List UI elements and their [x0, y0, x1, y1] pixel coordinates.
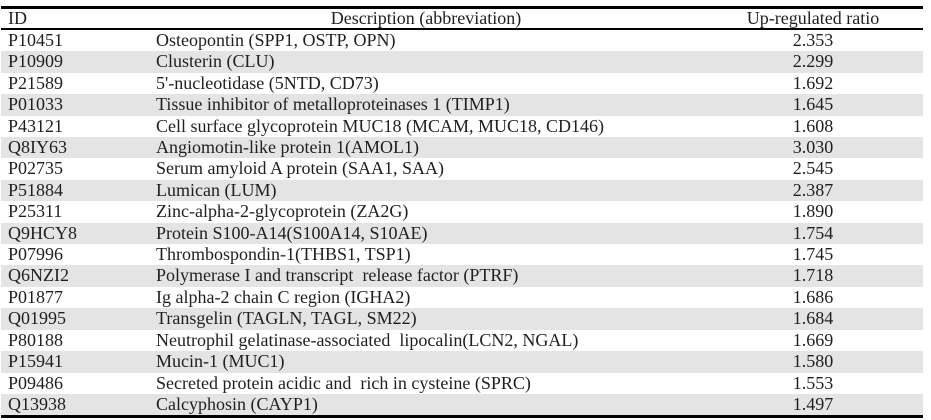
- table-row: P09486 Secreted protein acidic and rich …: [1, 372, 923, 394]
- cell-ratio: 1.553: [792, 372, 834, 393]
- cell-description: Serum amyloid A protein (SAA1, SAA): [156, 158, 444, 179]
- cell-ratio: 3.030: [792, 137, 834, 158]
- cell-id: P15941: [8, 351, 64, 372]
- cell-id: P01033: [8, 94, 64, 115]
- header-row: ID Description (abbreviation) Up-regulat…: [1, 7, 923, 30]
- cell-id: P80188: [8, 329, 64, 350]
- table-row: P01033 Tissue inhibitor of metalloprotei…: [1, 94, 923, 116]
- cell-description: Tissue inhibitor of metalloproteinases 1…: [156, 94, 510, 115]
- table-row: P43121 Cell surface glycoprotein MUC18 (…: [1, 115, 923, 138]
- table-row: P25311 Zinc-alpha-2-glycoprotein (ZA2G) …: [1, 201, 923, 223]
- cell-ratio: 1.645: [792, 94, 834, 115]
- cell-ratio: 2.299: [792, 51, 834, 72]
- cell-description: Protein S100-A14(S100A14, S10AE): [156, 222, 428, 243]
- cell-id: Q8IY63: [8, 137, 67, 158]
- cell-ratio: 1.754: [792, 222, 834, 243]
- cell-id: Q01995: [8, 308, 66, 329]
- cell-description: Lumican (LUM): [156, 179, 277, 200]
- cell-ratio: 1.497: [792, 393, 834, 414]
- cell-description: Calcyphosin (CAYP1): [156, 393, 318, 414]
- table-row: P07996 Thrombospondin-1(THBS1, TSP1) 1.7…: [1, 244, 923, 266]
- table-row: Q9HCY8 Protein S100-A14(S100A14, S10AE) …: [1, 222, 923, 245]
- cell-description: Secreted protein acidic and rich in cyst…: [156, 372, 531, 393]
- cell-description: Clusterin (CLU): [156, 51, 275, 72]
- table-row: P51884 Lumican (LUM) 2.387: [1, 179, 923, 202]
- table-row: Q13938 Calcyphosin (CAYP1) 1.497: [1, 393, 923, 417]
- column-header-ratio: Up-regulated ratio: [703, 7, 923, 30]
- cell-ratio: 1.669: [792, 329, 834, 350]
- table-row: P10451 Osteopontin (SPP1, OSTP, OPN) 2.3…: [1, 29, 923, 52]
- cell-description: Osteopontin (SPP1, OSTP, OPN): [156, 30, 396, 50]
- column-header-description: Description (abbreviation): [149, 7, 703, 30]
- cell-ratio: 1.890: [792, 201, 834, 222]
- cell-id: P10909: [8, 51, 64, 72]
- column-header-id: ID: [1, 7, 149, 30]
- cell-id: P43121: [8, 115, 64, 136]
- cell-description: Transgelin (TAGLN, TAGL, SM22): [156, 308, 417, 329]
- cell-description: Mucin-1 (MUC1): [156, 351, 285, 372]
- table-row: Q8IY63 Angiomotin-like protein 1(AMOL1) …: [1, 137, 923, 159]
- cell-id: P09486: [8, 372, 64, 393]
- cell-ratio: 1.684: [792, 308, 834, 329]
- cell-id: P21589: [8, 72, 64, 93]
- cell-description: 5'-nucleotidase (5NTD, CD73): [156, 72, 379, 93]
- cell-description: Cell surface glycoprotein MUC18 (MCAM, M…: [156, 115, 604, 136]
- cell-id: Q6NZI2: [8, 265, 69, 286]
- table-row: P21589 5'-nucleotidase (5NTD, CD73) 1.69…: [1, 72, 923, 95]
- cell-ratio: 1.718: [792, 265, 834, 286]
- table-header: ID Description (abbreviation) Up-regulat…: [1, 7, 923, 30]
- cell-ratio: 1.692: [792, 72, 834, 93]
- table-row: P15941 Mucin-1 (MUC1) 1.580: [1, 351, 923, 373]
- cell-id: P02735: [8, 158, 64, 179]
- table-row: Q6NZI2 Polymerase I and transcript relea…: [1, 265, 923, 287]
- table-body: P10451 Osteopontin (SPP1, OSTP, OPN) 2.3…: [1, 29, 923, 417]
- cell-ratio: 1.608: [792, 115, 834, 136]
- cell-description: Zinc-alpha-2-glycoprotein (ZA2G): [156, 201, 409, 222]
- cell-id: P10451: [8, 30, 64, 50]
- cell-ratio: 1.686: [792, 286, 834, 307]
- table-row: P10909 Clusterin (CLU) 2.299: [1, 51, 923, 73]
- cell-description: Thrombospondin-1(THBS1, TSP1): [156, 244, 411, 265]
- cell-id: Q9HCY8: [8, 222, 78, 243]
- table-row: Q01995 Transgelin (TAGLN, TAGL, SM22) 1.…: [1, 308, 923, 330]
- cell-id: P01877: [8, 286, 64, 307]
- cell-id: Q13938: [8, 393, 66, 414]
- cell-description: Angiomotin-like protein 1(AMOL1): [156, 137, 419, 158]
- upregulated-proteins-table: ID Description (abbreviation) Up-regulat…: [1, 6, 923, 419]
- table-row: P80188 Neutrophil gelatinase-associated …: [1, 329, 923, 352]
- cell-id: P51884: [8, 179, 64, 200]
- cell-ratio: 2.387: [792, 179, 834, 200]
- cell-ratio: 2.353: [792, 30, 834, 50]
- cell-ratio: 1.580: [792, 351, 834, 372]
- cell-id: P25311: [8, 201, 63, 222]
- cell-description: Polymerase I and transcript release fact…: [156, 265, 519, 286]
- table-row: P01877 Ig alpha-2 chain C region (IGHA2)…: [1, 286, 923, 309]
- cell-ratio: 2.545: [792, 158, 834, 179]
- cell-description: Neutrophil gelatinase-associated lipocal…: [156, 329, 579, 350]
- cell-id: P07996: [8, 244, 64, 265]
- cell-ratio: 1.745: [792, 244, 834, 265]
- table-row: P02735 Serum amyloid A protein (SAA1, SA…: [1, 158, 923, 180]
- cell-description: Ig alpha-2 chain C region (IGHA2): [156, 286, 411, 307]
